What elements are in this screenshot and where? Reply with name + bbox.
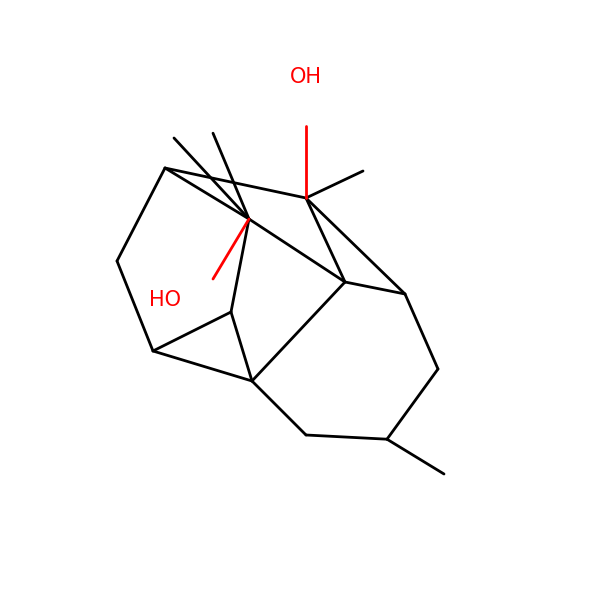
Text: OH: OH	[290, 67, 322, 87]
Text: HO: HO	[149, 290, 181, 310]
